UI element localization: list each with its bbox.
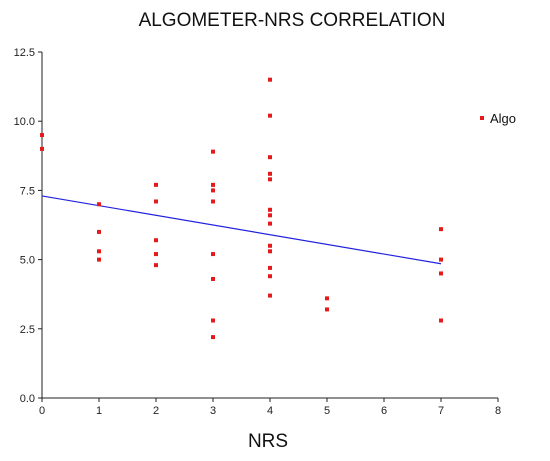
data-point [325, 296, 329, 301]
data-point [439, 257, 443, 262]
data-point [211, 182, 215, 187]
data-point [154, 263, 158, 268]
data-points [40, 77, 443, 340]
data-point [439, 271, 443, 276]
data-point [268, 207, 272, 212]
data-point [325, 307, 329, 312]
data-point [268, 243, 272, 248]
data-point [268, 113, 272, 118]
data-point [211, 199, 215, 204]
y-tick-label: 7.5 [20, 185, 35, 197]
data-point [268, 249, 272, 254]
data-point [97, 257, 101, 262]
data-point [268, 274, 272, 279]
x-axis-label: NRS [248, 431, 288, 452]
legend-label: Algo [490, 111, 516, 126]
data-point [154, 238, 158, 243]
x-tick-label: 8 [495, 405, 501, 417]
x-tick-label: 6 [381, 405, 387, 417]
y-tick-label: 2.5 [20, 324, 35, 336]
data-point [268, 177, 272, 182]
data-point [154, 252, 158, 257]
data-point [268, 265, 272, 270]
data-point [211, 318, 215, 323]
y-tick-label: 10.0 [14, 116, 35, 128]
data-point [211, 149, 215, 154]
data-point [211, 188, 215, 193]
data-point [97, 229, 101, 234]
data-point [40, 133, 44, 138]
data-point [97, 202, 101, 207]
data-point [268, 77, 272, 82]
data-point [154, 199, 158, 204]
legend-marker [480, 116, 484, 120]
regression-line [41, 195, 442, 265]
x-tick-label: 2 [153, 405, 159, 417]
data-point [268, 155, 272, 160]
x-tick-label: 7 [438, 405, 444, 417]
data-point [211, 252, 215, 257]
data-point [268, 221, 272, 226]
data-point [268, 293, 272, 298]
x-tick-label: 5 [324, 405, 330, 417]
x-tick-label: 4 [267, 405, 273, 417]
data-point [40, 146, 44, 151]
x-tick-label: 0 [39, 405, 45, 417]
x-tick-label: 1 [96, 405, 102, 417]
y-tick-label: 0.0 [20, 393, 35, 405]
data-point [154, 182, 158, 187]
data-point [439, 318, 443, 323]
legend: Algo [480, 111, 516, 126]
axes: 0.0 2.5 5.0 7.5 10.0 12.5 0 1 2 3 4 5 6 7 8 [14, 47, 501, 417]
data-point [211, 276, 215, 281]
data-point [439, 227, 443, 232]
chart-title: ALGOMETER-NRS CORRELATION [139, 10, 446, 31]
y-tick-label: 12.5 [14, 47, 35, 59]
data-point [268, 171, 272, 176]
data-point [268, 213, 272, 218]
data-point [97, 249, 101, 254]
y-tick-label: 5.0 [20, 255, 35, 267]
regression-line-segment [41, 195, 442, 265]
x-tick-label: 3 [210, 405, 216, 417]
data-point [211, 335, 215, 340]
